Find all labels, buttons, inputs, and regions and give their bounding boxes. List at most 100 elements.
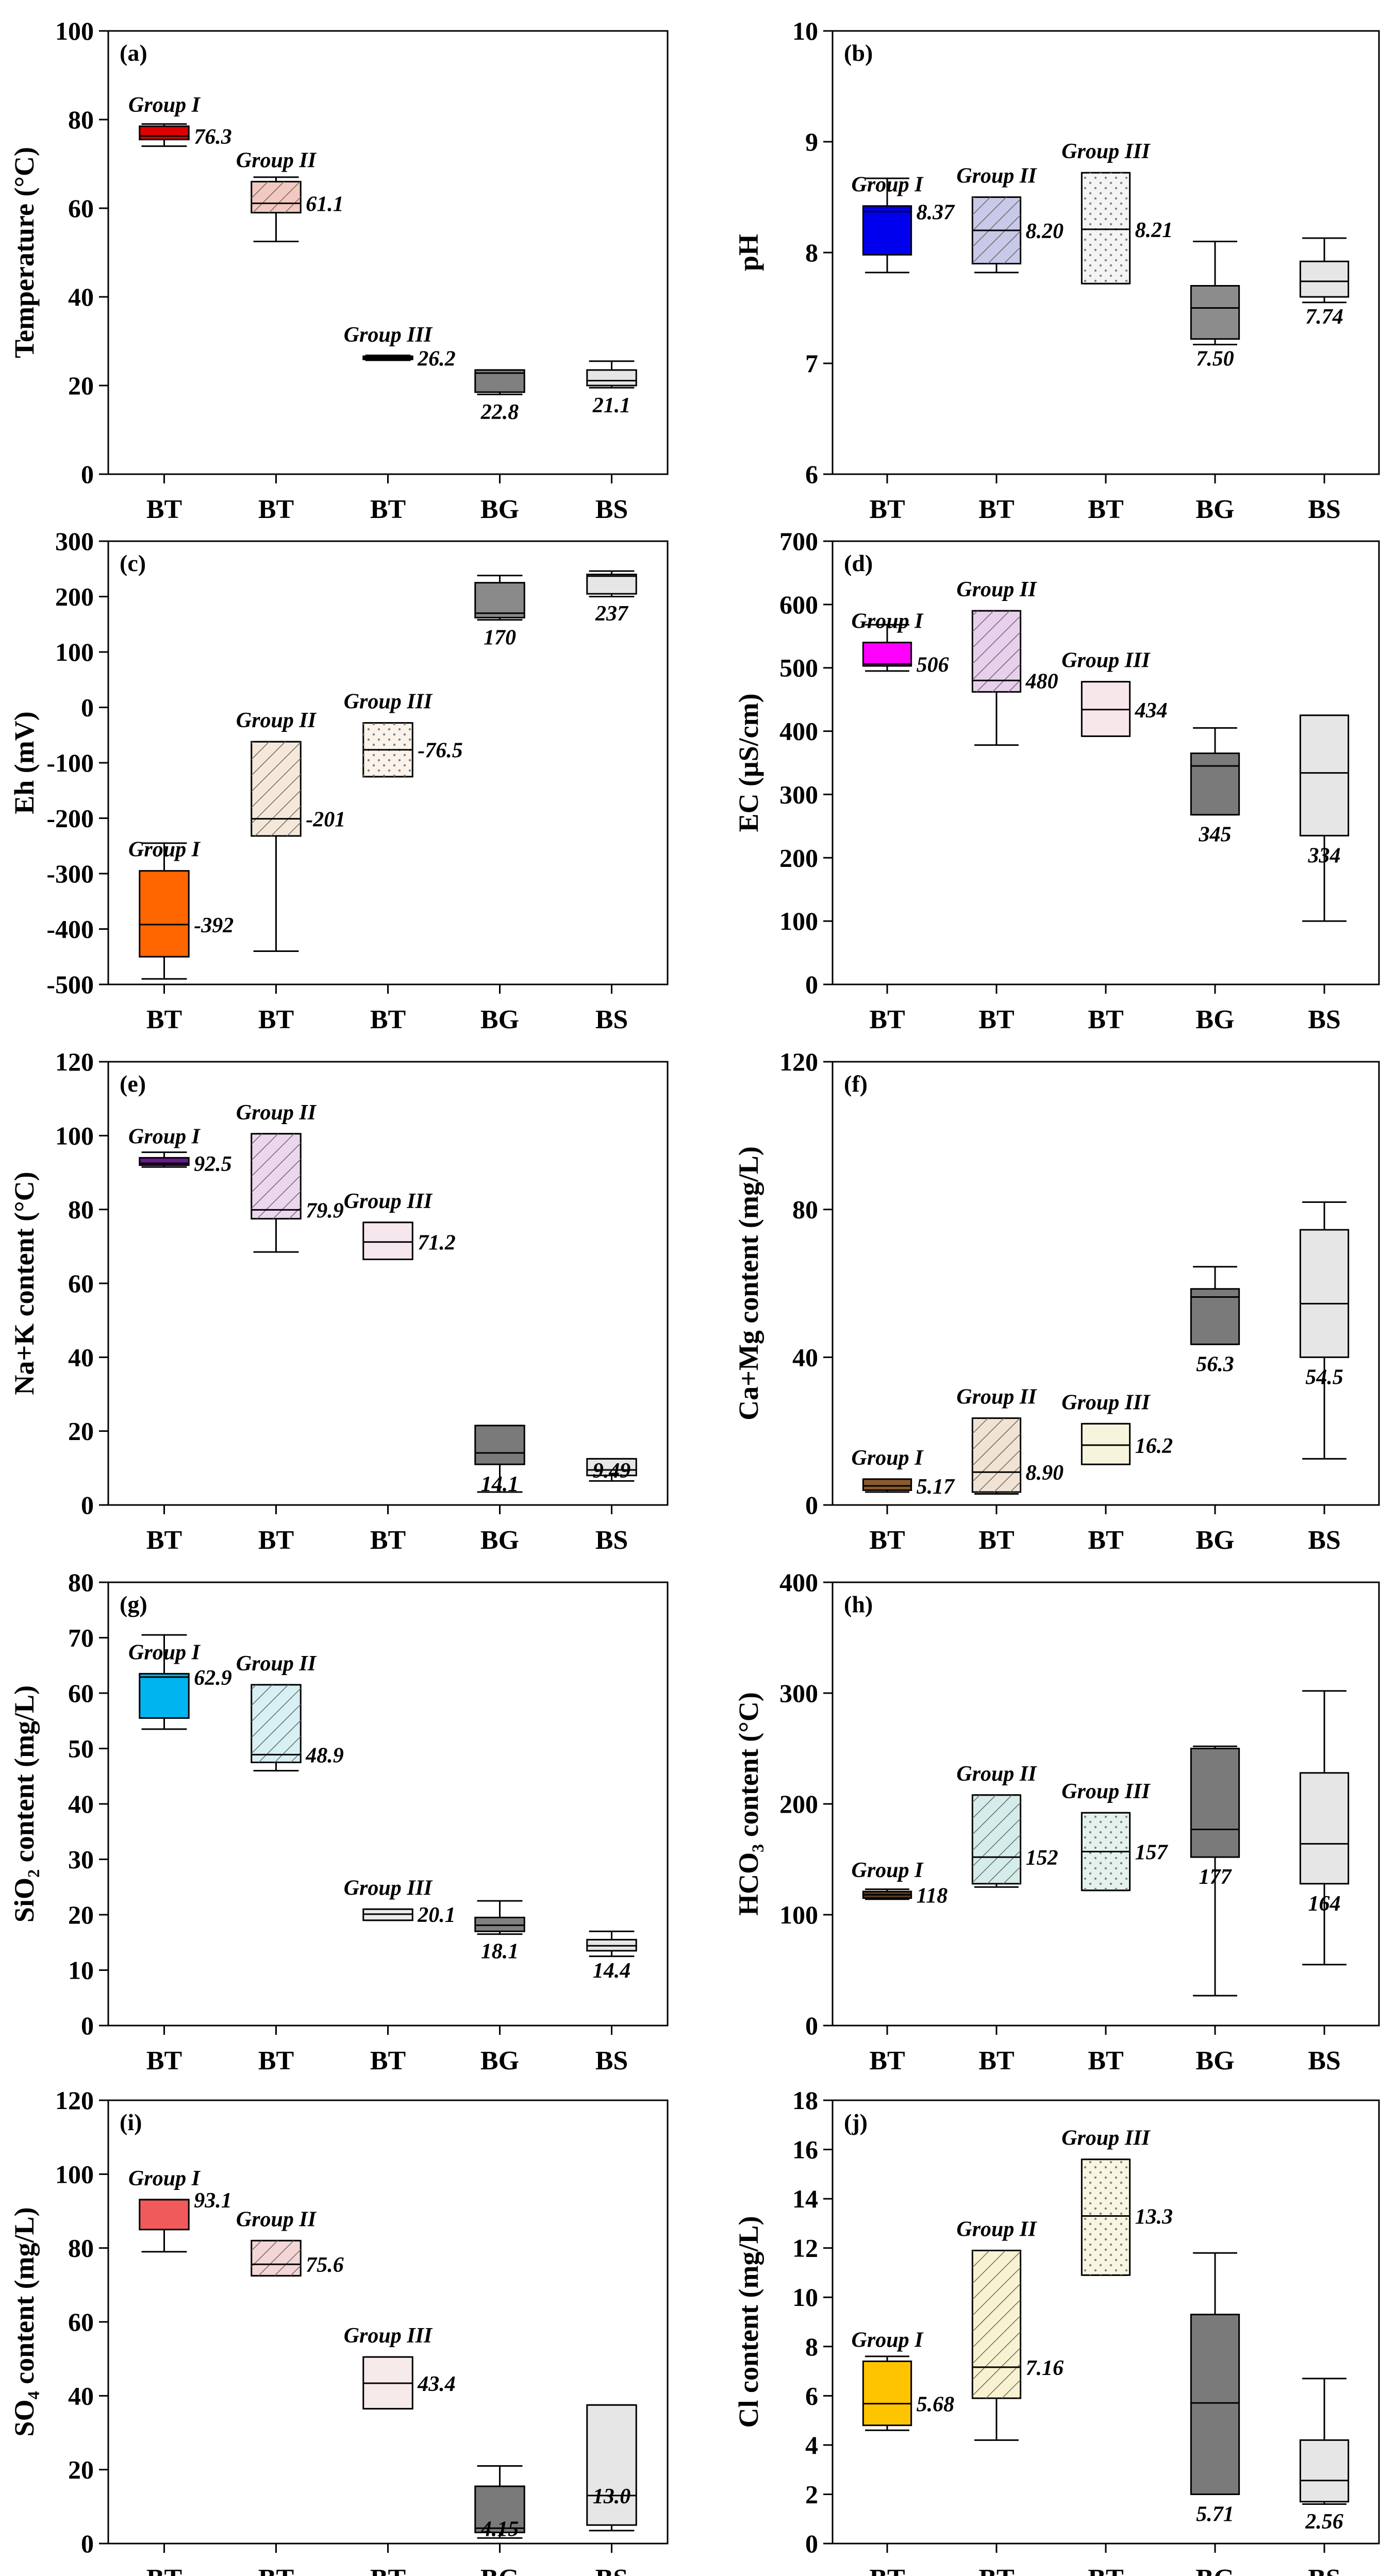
y-tick-label: 80 [68, 105, 94, 134]
y-axis-title: EC (μS/cm) [733, 693, 764, 832]
panel-tag: (h) [844, 1591, 873, 1617]
y-tick-label: 700 [779, 527, 818, 556]
x-category-label: BT [978, 2046, 1014, 2076]
x-category-label: BS [595, 1526, 628, 1555]
median-value-label: 93.1 [194, 2189, 232, 2213]
group-label: Group III [1061, 1391, 1151, 1414]
box-bt-3: 13.3 Group III [1061, 2127, 1173, 2276]
box-bt-2: -201 Group II [236, 709, 345, 952]
box-body [1190, 285, 1240, 340]
y-axis-title: pH [733, 234, 764, 271]
panel-tag: (d) [844, 550, 873, 576]
box-body [1299, 714, 1350, 837]
x-category-label: BS [1308, 2046, 1341, 2076]
x-category-label: BT [1088, 1005, 1123, 1034]
y-tick-label: 120 [55, 2086, 94, 2115]
box-body [586, 1458, 637, 1477]
median-value-label: 164 [1308, 1892, 1341, 1916]
group-label: Group III [1061, 1780, 1151, 1803]
y-tick-label: 2 [805, 2480, 818, 2508]
group-label: Group I [852, 1446, 924, 1470]
box-bt-3: 16.2 Group III [1061, 1391, 1173, 1465]
box-body [474, 582, 525, 618]
box-body [862, 205, 912, 256]
median-value-label: 54.5 [1305, 1365, 1343, 1389]
median-value-label: 5.68 [917, 2393, 955, 2417]
box-bt-2: 152 Group II [956, 1762, 1058, 1888]
x-category-label: BT [869, 2046, 905, 2076]
y-tick-label: -400 [46, 915, 94, 944]
panel-c: (c) -500 -400 -300 -200 -100 0 100 200 300 Eh (mV)… [9, 527, 669, 1034]
box-bg-4: 177 [1190, 1745, 1240, 1997]
group-label: Group I [128, 1641, 201, 1664]
group-label: Group II [236, 709, 317, 732]
box-bt-3: -76.5 Group III [344, 690, 463, 778]
y-tick-label: 30 [68, 1845, 94, 1874]
median-value-label: 62.9 [194, 1666, 232, 1690]
median-value-label: 4.15 [480, 2517, 519, 2541]
median-value-label: 334 [1308, 844, 1341, 867]
box-pattern [972, 611, 1021, 692]
x-category-label: BS [1308, 1005, 1341, 1034]
median-value-label: 21.1 [592, 394, 631, 417]
y-tick-label: 6 [805, 460, 818, 489]
box-bg-4: 5.71 [1190, 2252, 1240, 2526]
y-axis-title: Eh (mV) [9, 711, 40, 814]
group-label: Group I [852, 1859, 924, 1882]
y-axis-title: Cl content (mg/L) [733, 2216, 764, 2428]
y-axis-title: SiO₂ content (mg/L) [9, 1685, 40, 1922]
box-bt-2: 8.20 Group II [956, 164, 1063, 274]
y-tick-label: 80 [792, 1195, 818, 1224]
median-value-label: 79.9 [306, 1199, 344, 1223]
x-category-label: BT [978, 495, 1014, 524]
x-category-label: BT [370, 2564, 406, 2576]
median-value-label: -201 [306, 808, 345, 832]
y-tick-label: 120 [779, 1047, 818, 1076]
box-pattern [251, 2240, 301, 2276]
x-category-label: BG [480, 2046, 519, 2076]
median-value-label: 7.16 [1026, 2356, 1064, 2380]
y-tick-label: 40 [68, 282, 94, 311]
box-bg-4: 170 [474, 575, 525, 649]
box-bt-3: 157 Group III [1061, 1780, 1169, 1892]
box-pattern [972, 1795, 1021, 1884]
box-bt-3: 20.1 Group III [344, 1876, 456, 1927]
x-category-label: BT [869, 495, 905, 524]
median-value-label: 8.21 [1135, 219, 1173, 242]
x-category-label: BT [146, 2046, 182, 2076]
y-tick-label: 0 [81, 2529, 94, 2558]
x-category-label: BG [1195, 1526, 1234, 1555]
group-label: Group I [128, 93, 201, 117]
group-label: Group II [236, 148, 317, 172]
group-label: Group I [128, 2167, 201, 2190]
group-label: Group I [128, 838, 201, 862]
group-label: Group III [1061, 2127, 1151, 2150]
box-body [1190, 1748, 1240, 1858]
group-label: Group II [236, 2207, 317, 2231]
box-bg-4: 18.1 [474, 1900, 525, 1963]
y-tick-label: 120 [55, 1047, 94, 1076]
y-tick-label: 200 [779, 843, 818, 872]
y-tick-label: 300 [779, 780, 818, 809]
y-tick-label: 0 [81, 1491, 94, 1519]
panel-e: (e) 0 20 40 60 80 100 120 Na+K content (°C) BT BT B… [9, 1047, 669, 1555]
box-bt-2: 61.1 Group II [236, 148, 344, 242]
box-body [1081, 1423, 1131, 1465]
box-body [586, 369, 637, 387]
group-label: Group II [236, 1652, 317, 1676]
y-tick-label: 100 [779, 1900, 818, 1929]
x-category-label: BG [1195, 2564, 1234, 2576]
box-body [474, 1425, 525, 1465]
y-tick-label: 60 [68, 2307, 94, 2336]
box-body [1299, 2439, 1350, 2503]
box-pattern [1082, 2159, 1130, 2276]
y-tick-label: 100 [779, 907, 818, 935]
box-body [139, 1672, 190, 1719]
y-tick-label: 200 [779, 1789, 818, 1818]
median-value-label: 13.3 [1135, 2205, 1173, 2229]
x-category-label: BT [146, 1005, 182, 1034]
x-category-label: BT [370, 2046, 406, 2076]
x-category-label: BS [1308, 1526, 1341, 1555]
